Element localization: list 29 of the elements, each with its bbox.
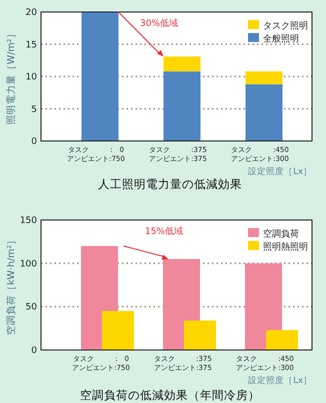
y-tick-label: 0 — [31, 346, 38, 356]
y-tick-label: 100 — [20, 259, 38, 270]
y-axis-title: 照明電力量［W/m²］ — [5, 28, 17, 124]
y-tick-label: 20 — [26, 8, 38, 18]
legend-label: 照明熱照明 — [263, 242, 308, 252]
y-tick-label: 5 — [31, 104, 37, 115]
y-tick-label: 50 — [26, 302, 38, 313]
bar — [266, 330, 298, 350]
y-tick-label: 0 — [31, 137, 38, 147]
bar — [164, 56, 200, 72]
text: 空調負荷の低減効果（年間冷房） — [80, 388, 260, 402]
legend-label: 全般照明 — [263, 34, 299, 44]
y-tick-label: 150 — [20, 216, 38, 226]
bar — [82, 12, 118, 141]
x-axis-title: 設定照度［Lx］ — [248, 375, 312, 386]
y-tick-label: 15 — [26, 40, 37, 50]
bar — [246, 71, 282, 84]
text: 人工照明電力量の低減効果 — [98, 177, 242, 191]
x-axis-title: 設定照度［Lx］ — [248, 166, 312, 177]
y-tick-label: 10 — [26, 72, 38, 82]
annotation: 15%低域 — [144, 226, 184, 237]
legend-label: 空調負荷 — [263, 228, 299, 240]
legend-label: タスク照明 — [263, 20, 308, 32]
bar — [246, 84, 282, 141]
bar — [184, 320, 216, 350]
annotation: 30%低域 — [140, 18, 178, 29]
y-axis-title: 空調負荷［kW·h/m²］ — [5, 234, 17, 336]
bar — [164, 71, 200, 141]
bar — [102, 311, 134, 350]
